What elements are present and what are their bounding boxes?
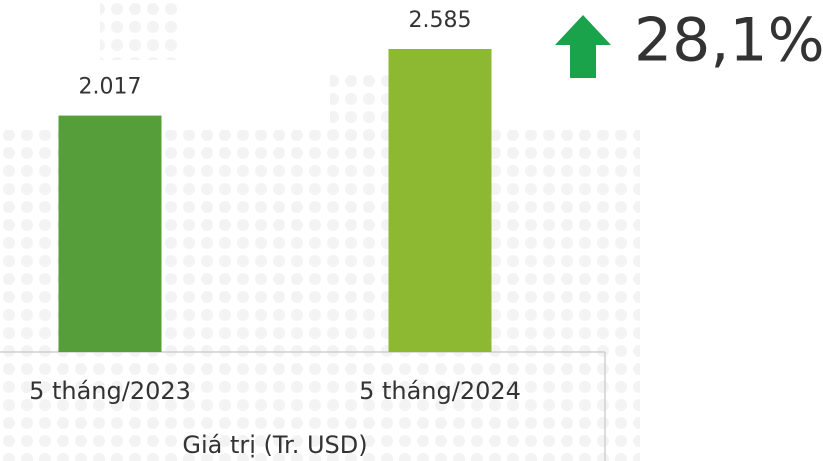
value-label: 2.017 [79,75,142,100]
x-axis-title: Giá trị (Tr. USD) [182,431,367,459]
bar [58,115,162,353]
change-annotation: 28,1% [634,6,823,76]
up-arrow [555,15,611,78]
value-label: 2.585 [409,8,472,33]
map-background [100,0,180,60]
bar [388,49,492,352]
x-tick-label: 5 tháng/2023 [29,377,191,405]
x-tick-label: 5 tháng/2024 [359,377,521,405]
